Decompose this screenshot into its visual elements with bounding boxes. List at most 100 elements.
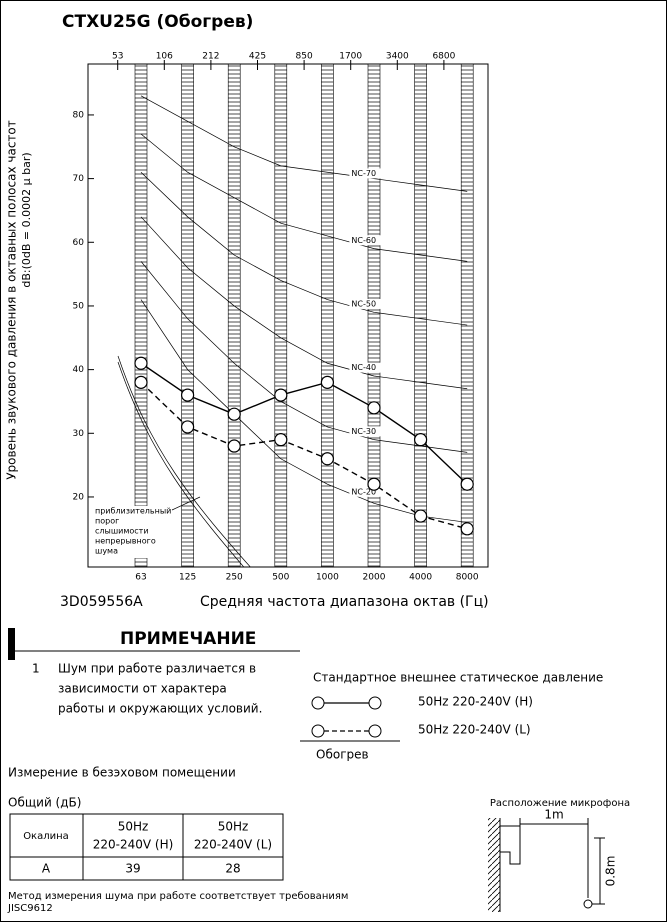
y-tick-label: 20 (73, 492, 85, 502)
table-header: 220-240V (L) (194, 838, 272, 852)
band-edge-label: 1700 (339, 52, 362, 62)
table (9, 813, 284, 881)
series-point (414, 509, 428, 523)
nc-curve (140, 299, 468, 523)
nc-curve (140, 171, 468, 326)
footer: Метод измерения шума при работе соответс… (8, 891, 348, 902)
y-tick-label: 70 (73, 174, 85, 184)
table-cell: 28 (225, 862, 240, 876)
nc-curve (140, 95, 468, 192)
nc-label-bg (349, 426, 382, 437)
footer: JISC9612 (7, 903, 53, 914)
series-point (460, 522, 474, 536)
band-column (460, 63, 474, 568)
note-bar (8, 628, 15, 660)
note-heading: ПРИМЕЧАНИЕ (120, 629, 256, 649)
nc-label-bg (349, 235, 382, 246)
nc-curve (140, 261, 468, 453)
band-edge-label: 850 (296, 52, 313, 62)
y-tick-label: 30 (73, 429, 85, 439)
nc-label: NC-30 (351, 427, 376, 436)
series-line (140, 381, 468, 530)
series-point (227, 439, 241, 453)
note-line: зависимости от характера (58, 682, 227, 696)
legend: 50Hz 220-240V (H) 50Hz 220-240V (L) (311, 695, 533, 738)
nc-label-bg (349, 362, 382, 373)
band-edge-label: 106 (156, 52, 173, 62)
legend-marker (368, 724, 382, 738)
threshold-label: порог (95, 517, 119, 526)
series-point (227, 407, 241, 421)
y-tick-label: 60 (73, 238, 85, 248)
series-point (181, 388, 195, 402)
title: CTXU25G (Обогрев) (62, 12, 253, 32)
nc-label-bg (349, 486, 382, 497)
series-line (140, 362, 468, 485)
nc-label: NC-60 (351, 236, 376, 245)
nc-label-bg (349, 298, 382, 309)
threshold-curve (117, 355, 251, 567)
legend-marker (311, 724, 325, 738)
table-header: 50Hz (218, 820, 249, 834)
threshold-label: слышимости (95, 527, 149, 536)
band-column (274, 63, 288, 568)
x-tick-label: 2000 (363, 573, 386, 583)
series-point (320, 452, 334, 466)
mic-height: 0.8m (604, 856, 618, 887)
x-tick-label: 500 (272, 573, 289, 583)
series-point (367, 477, 381, 491)
table-header: 220-240V (H) (93, 838, 174, 852)
band-edge-label: 3400 (386, 52, 409, 62)
nc-curve (140, 133, 468, 262)
threshold-leader (171, 496, 201, 511)
series-point (274, 388, 288, 402)
series-point (181, 420, 195, 434)
x-tick-label: 8000 (456, 573, 479, 583)
series-point (460, 477, 474, 491)
x-tick-label: 63 (135, 573, 146, 583)
mic-wall (488, 818, 500, 912)
x-tick-label: 4000 (409, 573, 432, 583)
legend-marker (311, 696, 325, 710)
measurement: Измерение в безэховом помещении (8, 766, 236, 780)
note-number: 1 (32, 662, 40, 676)
band-column (134, 63, 148, 568)
nc-label-bg (349, 168, 382, 179)
table-header: Окалина (23, 831, 69, 842)
band-edge-label: 6800 (432, 52, 455, 62)
x-tick-label: 1000 (316, 573, 339, 583)
legend-title: Стандартное внешнее статическое давление (313, 671, 603, 685)
plot-frame (87, 63, 489, 568)
threshold-label: шума (95, 547, 118, 556)
mic-title: Расположение микрофона (490, 798, 630, 809)
band-column (321, 63, 334, 568)
table-cell: 39 (125, 862, 140, 876)
series-point (414, 433, 428, 447)
y-tick-label: 80 (73, 110, 85, 120)
nc-label: NC-70 (351, 169, 376, 178)
threshold-box (92, 506, 172, 558)
threshold-label: непрерывного (95, 537, 156, 546)
legend-marker (368, 696, 382, 710)
nc-label: NC-20 (351, 487, 376, 496)
series-point (367, 401, 381, 415)
x-axis-label: Средняя частота диапазона октав (Гц) (200, 594, 489, 610)
y-tick-label: 40 (73, 365, 85, 375)
y-axis-label-2: dB:(0dB = 0.0002 μ bar) (20, 152, 33, 287)
series-point (134, 356, 148, 370)
y-axis-label: Уровень звукового давления в октавных по… (5, 120, 19, 480)
band-edge-label: 53 (112, 52, 123, 62)
table-border (9, 813, 284, 881)
series-point (320, 375, 334, 389)
nc-label: NC-50 (351, 299, 376, 308)
band-column (227, 63, 241, 568)
mic-point (583, 899, 593, 909)
nc-label: NC-40 (351, 363, 376, 372)
nc-curve (140, 216, 468, 390)
y-tick-label: 50 (73, 301, 85, 311)
legend-label: 50Hz 220-240V (L) (418, 723, 531, 737)
threshold-curve (117, 361, 245, 567)
series-point (274, 433, 288, 447)
table-cell: A (42, 862, 51, 876)
